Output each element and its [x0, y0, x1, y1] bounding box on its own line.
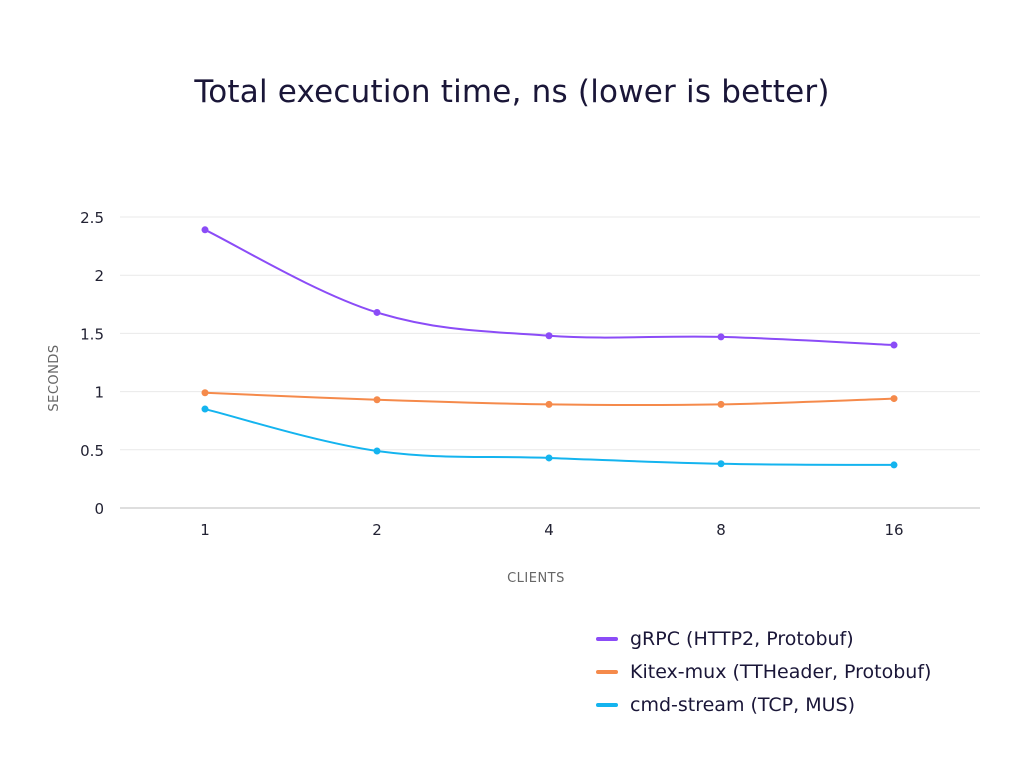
data-point — [373, 447, 381, 455]
series-2 — [201, 405, 898, 469]
y-axis-label: SECONDS — [47, 344, 62, 411]
legend: gRPC (HTTP2, Protobuf) Kitex-mux (TTHeade… — [596, 622, 931, 721]
series-lines — [201, 226, 898, 469]
y-tick-label: 2.5 — [80, 209, 104, 227]
data-point — [373, 396, 381, 404]
x-tick-label: 16 — [884, 521, 903, 539]
legend-label: Kitex-mux (TTHeader, Protobuf) — [630, 660, 932, 683]
data-point — [373, 308, 381, 316]
data-point — [717, 333, 725, 341]
series-1 — [201, 389, 898, 408]
x-tick-label: 8 — [716, 521, 726, 539]
legend-label: gRPC (HTTP2, Protobuf) — [630, 627, 854, 650]
legend-item: gRPC (HTTP2, Protobuf) — [596, 622, 931, 655]
chart-title: Total execution time, ns (lower is bette… — [194, 74, 830, 110]
data-point — [890, 461, 898, 469]
x-tick-label: 2 — [372, 521, 382, 539]
legend-swatch — [596, 669, 618, 674]
y-tick-label: 1.5 — [80, 325, 104, 343]
data-point — [201, 389, 209, 397]
x-axis-label: CLIENTS — [507, 571, 565, 586]
data-point — [545, 332, 553, 340]
axis-ticks: 0 0.5 1 1.5 2 2.5 1 2 4 8 16 — [80, 209, 903, 539]
x-tick-label: 1 — [200, 521, 210, 539]
series-line — [204, 228, 895, 347]
data-point — [890, 341, 898, 349]
legend-label: cmd-stream (TCP, MUS) — [630, 693, 855, 716]
y-tick-label: 0 — [94, 500, 104, 518]
data-point — [545, 400, 553, 408]
legend-item: Kitex-mux (TTHeader, Protobuf) — [596, 655, 931, 688]
x-tick-label: 4 — [544, 521, 554, 539]
data-point — [201, 226, 209, 234]
data-point — [890, 395, 898, 403]
data-point — [717, 400, 725, 408]
legend-item: cmd-stream (TCP, MUS) — [596, 688, 931, 721]
series-0 — [201, 226, 898, 349]
y-tick-label: 2 — [94, 267, 104, 285]
data-point — [717, 460, 725, 468]
data-point — [545, 454, 553, 462]
legend-swatch — [596, 702, 618, 707]
y-tick-label: 1 — [94, 384, 104, 402]
data-point — [201, 405, 209, 413]
y-tick-label: 0.5 — [80, 442, 104, 460]
legend-swatch — [596, 636, 618, 641]
